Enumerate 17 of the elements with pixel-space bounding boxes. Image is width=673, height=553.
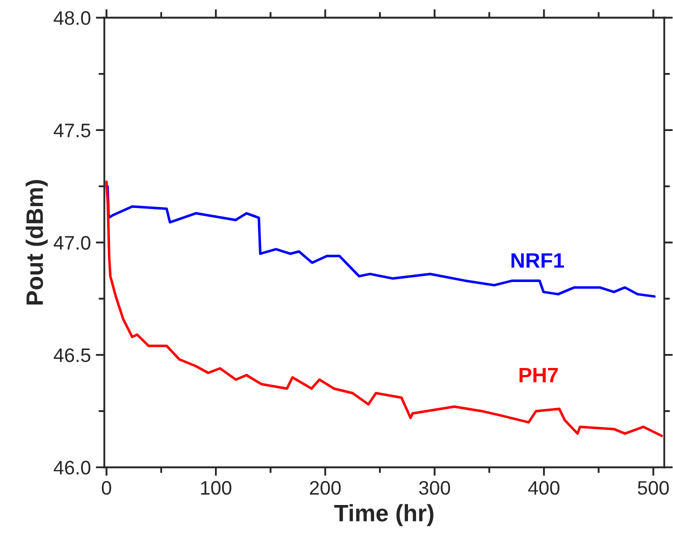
y-tick-label: 48.0 [54, 11, 90, 25]
x-tick-label: 500 [638, 480, 669, 495]
x-tick-label: 0 [102, 480, 112, 495]
y-tick-label: 47.0 [54, 236, 90, 250]
line-series [105, 180, 663, 438]
line-series [105, 185, 656, 298]
x-tick-label: 400 [528, 480, 560, 495]
series-label: NRF1 [512, 253, 564, 268]
x-axis-title: Time (hr) [334, 504, 434, 526]
x-tick-label: 300 [419, 480, 450, 495]
y-tick-label: 46.5 [54, 348, 90, 362]
y-tick-label: 47.5 [54, 124, 90, 138]
y-tick-label: 46.0 [54, 460, 90, 475]
x-tick-label: 100 [201, 480, 232, 495]
x-tick-label: 200 [310, 480, 341, 495]
series-label: PH7 [520, 368, 558, 382]
y-axis-title: Pout (dBm) [26, 180, 48, 305]
